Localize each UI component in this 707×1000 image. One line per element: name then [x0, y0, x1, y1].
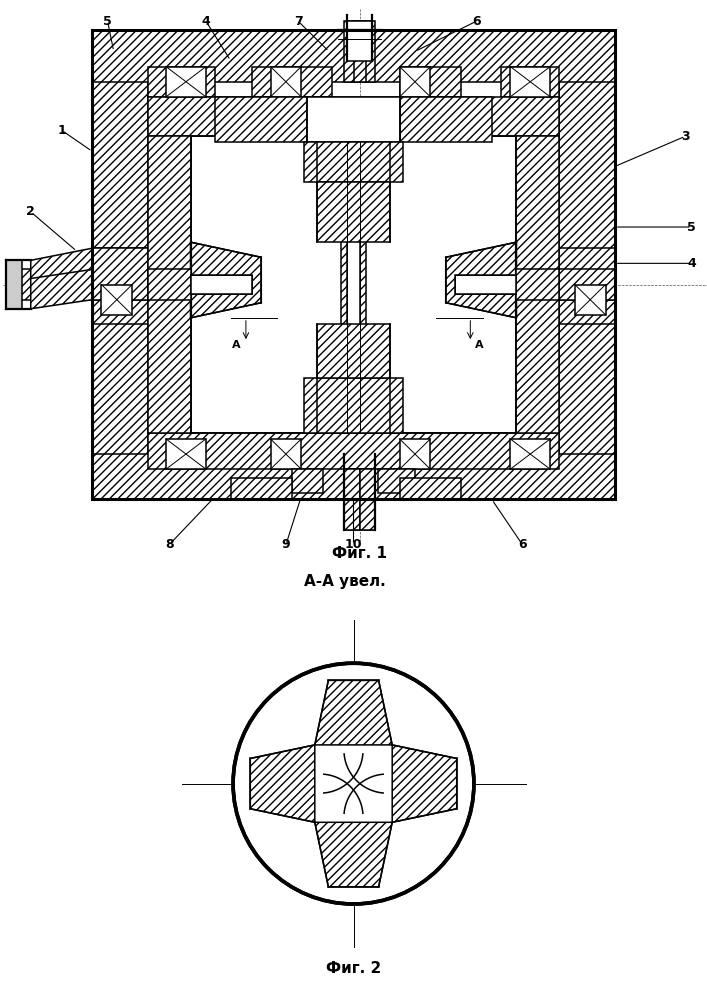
Bar: [6, 260, 21, 309]
Text: А-А увел.: А-А увел.: [304, 574, 386, 589]
Polygon shape: [315, 822, 392, 887]
Bar: [92, 300, 148, 324]
Polygon shape: [250, 745, 315, 822]
Text: 4: 4: [201, 15, 210, 28]
Polygon shape: [445, 242, 516, 318]
Bar: [347, 142, 360, 433]
Text: 3: 3: [681, 130, 690, 143]
Polygon shape: [513, 269, 615, 300]
Polygon shape: [304, 378, 403, 433]
Bar: [354, 21, 366, 82]
Text: 9: 9: [281, 538, 290, 551]
Text: 5: 5: [103, 15, 112, 28]
Bar: [148, 269, 191, 300]
Text: 4: 4: [687, 257, 696, 270]
Bar: [148, 136, 191, 433]
Polygon shape: [30, 269, 92, 309]
Bar: [347, 21, 372, 61]
Polygon shape: [317, 324, 390, 378]
Bar: [399, 97, 492, 142]
Bar: [271, 439, 301, 469]
Bar: [559, 30, 615, 499]
Text: 7: 7: [294, 15, 303, 28]
Bar: [148, 433, 559, 469]
Text: 6: 6: [472, 15, 481, 28]
Text: A: A: [475, 340, 484, 350]
Bar: [455, 275, 516, 294]
Bar: [92, 454, 615, 499]
Text: 10: 10: [345, 538, 362, 551]
Text: Фиг. 1: Фиг. 1: [332, 546, 387, 561]
Text: 5: 5: [687, 221, 696, 234]
Bar: [271, 67, 301, 97]
Bar: [399, 67, 431, 97]
Bar: [378, 469, 415, 493]
Bar: [92, 30, 615, 499]
Bar: [344, 21, 375, 82]
Bar: [16, 269, 92, 300]
Bar: [92, 30, 615, 82]
Bar: [501, 67, 559, 97]
Bar: [399, 67, 461, 97]
Text: 1: 1: [57, 124, 66, 137]
Bar: [92, 30, 148, 499]
Bar: [399, 439, 431, 469]
Bar: [344, 469, 375, 530]
Polygon shape: [304, 142, 403, 182]
Polygon shape: [191, 242, 262, 318]
Bar: [510, 439, 550, 469]
Text: Фиг. 2: Фиг. 2: [326, 961, 381, 976]
Bar: [252, 67, 332, 97]
Bar: [516, 269, 559, 300]
Polygon shape: [317, 182, 390, 242]
Bar: [191, 275, 252, 294]
Bar: [92, 248, 148, 272]
Bar: [516, 136, 559, 433]
Bar: [308, 97, 399, 142]
Polygon shape: [92, 248, 148, 300]
Text: 8: 8: [165, 538, 173, 551]
Text: 6: 6: [518, 538, 527, 551]
Bar: [148, 67, 215, 97]
Polygon shape: [30, 248, 92, 278]
Bar: [575, 285, 606, 315]
Bar: [360, 469, 375, 530]
Circle shape: [233, 663, 474, 904]
Polygon shape: [315, 680, 392, 745]
Bar: [341, 142, 366, 433]
Bar: [148, 97, 559, 136]
Bar: [559, 248, 615, 272]
Bar: [101, 285, 132, 315]
Bar: [215, 97, 308, 142]
Bar: [292, 469, 323, 493]
Bar: [399, 478, 461, 499]
Bar: [166, 67, 206, 97]
Bar: [559, 300, 615, 324]
Bar: [230, 478, 292, 499]
Bar: [510, 67, 550, 97]
Text: A: A: [233, 340, 241, 350]
Bar: [344, 469, 360, 530]
Bar: [166, 439, 206, 469]
Text: 2: 2: [26, 205, 35, 218]
Bar: [191, 136, 516, 433]
Polygon shape: [392, 745, 457, 822]
